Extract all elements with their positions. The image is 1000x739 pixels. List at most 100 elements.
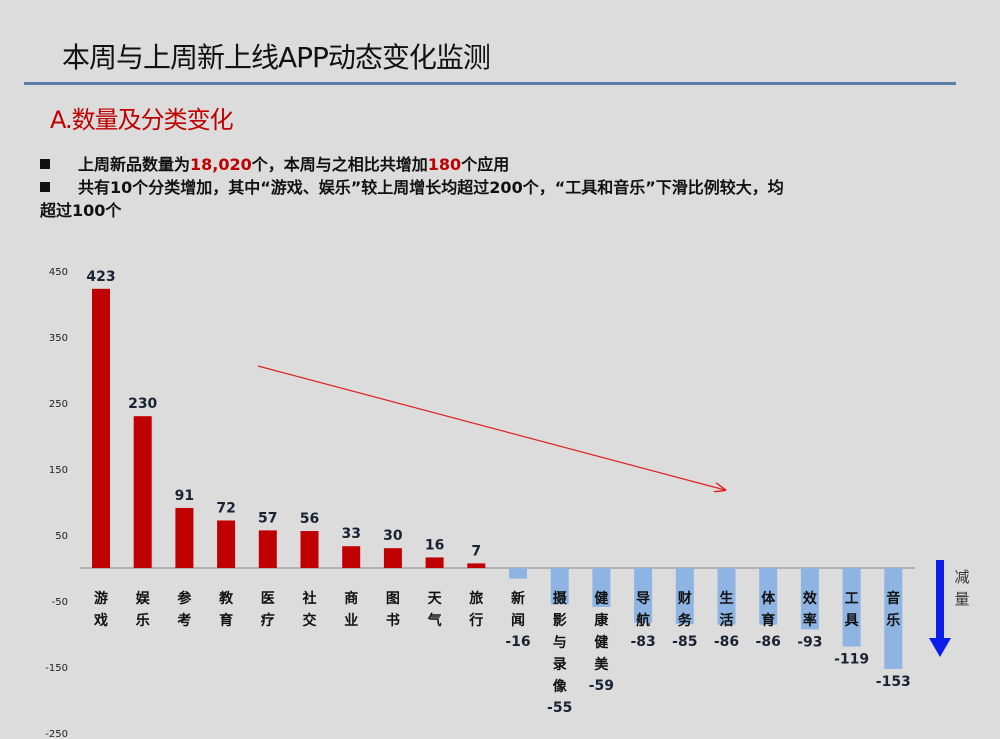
y-tick-label: 150 [49,465,68,476]
data-label: 423 [86,269,115,285]
bullet-text: 个，本周与之相比共增加 [251,155,428,174]
data-label: -59 [589,678,614,694]
category-label: 务 [678,612,693,629]
bar-教育 [217,520,236,568]
data-label: 30 [383,528,403,544]
category-label: 育 [219,612,233,629]
category-label: 美 [594,656,609,673]
data-label: -119 [834,652,869,668]
category-label: 导 [636,591,650,607]
bar-工具 [842,568,861,647]
category-label: 教 [219,590,234,607]
category-label: 旅 [469,590,483,607]
data-label: -16 [505,634,530,650]
data-label: -93 [797,634,822,650]
y-tick-label: -150 [45,663,68,674]
category-label: 新 [511,590,525,607]
bar-摄影与录像 [550,568,569,605]
bullet-text: 个应用 [461,155,510,174]
decrease-arrow-shaft [936,560,944,638]
category-label: 乐 [886,612,900,629]
category-label: 戏 [93,612,108,629]
category-label: 音 [886,590,900,607]
bar-生活 [717,568,736,625]
decrease-label: 量 [954,590,969,608]
data-label: 72 [216,500,235,516]
category-label: 航 [636,612,650,629]
category-label: 考 [177,612,191,629]
category-label: 康 [594,612,609,629]
bar-财务 [675,568,694,625]
data-label: 230 [128,396,157,412]
category-label: 天 [428,591,443,607]
data-label: 16 [425,537,444,553]
bar-社交 [300,531,319,568]
y-tick-label: 450 [49,267,68,278]
decrease-arrow-head-icon [929,638,951,657]
category-label: 健 [594,634,608,651]
category-label: 具 [844,613,859,629]
bar-商业 [342,546,361,568]
category-label: 闻 [511,612,525,629]
data-label: -86 [714,634,739,650]
y-tick-label: -50 [52,597,68,608]
highlight-increase: 180 [427,155,462,174]
decrease-label: 减 [954,568,969,586]
category-label: 交 [303,612,317,629]
data-label: 91 [175,488,194,504]
bar-健康健美 [592,568,611,607]
category-label: 摄 [553,590,568,607]
bullet-item: 上周新品数量为18,020个，本周与之相比共增加180个应用 [40,153,970,176]
data-label: 57 [258,510,277,526]
bar-游戏 [92,288,110,568]
data-label: -86 [756,634,781,650]
data-label: 7 [471,543,481,559]
category-label: 娱 [136,590,151,607]
category-label: 工 [845,591,859,607]
category-label: 游 [94,590,108,607]
bullet-item: 共有10个分类增加，其中“游戏、娱乐”较上周增长均超过200个，“工具和音乐”下… [40,176,970,199]
bullet-continuation: 超过100个 [40,201,122,220]
y-tick-label: 50 [55,531,68,542]
page-title: 本周与上周新上线APP动态变化监测 [62,41,491,74]
category-label: 书 [386,612,400,629]
y-tick-label: -250 [45,729,68,739]
category-label: 图 [386,591,400,607]
category-label: 与 [553,635,567,651]
bar-效率 [800,568,819,630]
bullet-text: 上周新品数量为 [78,155,191,174]
category-label: 医 [261,591,275,607]
category-label: 育 [761,612,775,629]
category-label: 效 [803,590,818,607]
category-label: 率 [803,612,817,629]
data-label: -55 [547,700,572,716]
category-label: 社 [302,590,317,607]
data-label: -85 [672,634,697,650]
data-label: -153 [876,674,911,690]
bar-旅行 [467,563,486,568]
category-label: 像 [553,678,568,695]
bullet-list: 上周新品数量为18,020个，本周与之相比共增加180个应用 共有10个分类增加… [40,153,970,222]
bar-体育 [759,568,778,625]
bar-音乐 [884,568,903,669]
title-divider [24,82,956,85]
section-subtitle: A.数量及分类变化 [50,106,234,134]
category-label: 气 [427,612,442,629]
bullet-text: 共有10个分类增加，其中“游戏、娱乐”较上周增长均超过200个，“工具和音乐”下… [78,178,784,197]
y-tick-label: 350 [49,333,68,344]
category-label: 生 [720,590,734,607]
y-tick-label: 250 [49,399,68,410]
category-label: 健 [594,590,608,607]
category-label: 财 [677,590,692,607]
category-label: 疗 [261,612,275,629]
trend-arrow [257,365,725,490]
data-label: 33 [341,526,360,542]
bullet-square-icon [40,182,50,192]
bullet-square-icon [40,159,50,169]
bar-导航 [634,568,653,623]
data-label: 56 [300,511,319,527]
highlight-last-week-count: 18,020 [190,155,252,174]
category-label: 乐 [136,612,150,629]
category-label: 业 [344,613,358,629]
category-label: 商 [344,590,358,607]
